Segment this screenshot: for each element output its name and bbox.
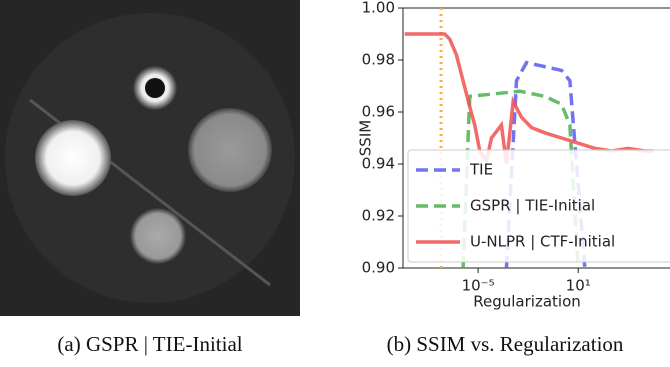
legend: TIE GSPR | TIE-Initial U-NLPR | CTF-Initia… — [407, 149, 670, 263]
x-tick-label: 10¹ — [566, 277, 591, 295]
chart: SSIM Regularization 0.90 0.92 0.94 0.96 0.98… — [357, 0, 670, 311]
series-line — [504, 60, 587, 269]
legend-label: GSPR | TIE-Initial — [470, 197, 595, 215]
legend-box — [407, 149, 670, 263]
caption: (a) GSPR | TIE-Initial — [57, 332, 243, 356]
y-tick-label: 0.96 — [362, 103, 395, 121]
x-axis-label: Regularization — [473, 293, 581, 311]
y-tick-label: 0.94 — [362, 155, 395, 173]
phantom-image — [0, 0, 300, 316]
y-tick-label: 0.90 — [362, 259, 395, 277]
x-tick-label: 10⁻⁵ — [462, 277, 495, 295]
legend-label: TIE — [469, 161, 493, 179]
y-tick-label: 1.00 — [362, 0, 395, 17]
caption: (b) SSIM vs. Regularization — [386, 332, 624, 356]
legend-label: U-NLPR | CTF-Initial — [470, 233, 615, 251]
y-tick-label: 0.98 — [362, 51, 395, 69]
series-line — [461, 89, 580, 269]
y-axis-label: SSIM — [357, 120, 375, 156]
y-tick-label: 0.92 — [362, 207, 395, 225]
